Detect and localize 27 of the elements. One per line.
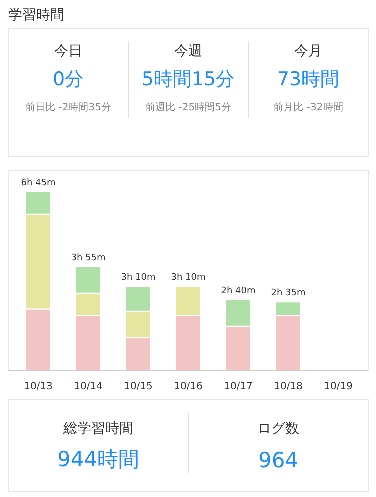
text: 総学習時間 (62, 420, 134, 437)
text: 5時間15分 (142, 68, 236, 91)
text: 73時間 (277, 68, 340, 91)
text: 0分 (52, 68, 84, 91)
total-label: 3h 10m (121, 273, 156, 284)
x-tick-label: 10/16 (174, 382, 203, 392)
total-label: 3h 10m (171, 273, 206, 284)
text: 今日 (54, 44, 82, 60)
text: 今週 (174, 44, 202, 60)
total-label: 3h 55m (71, 253, 106, 264)
text: 944時間 (57, 447, 140, 472)
text: 前日比 -2時間35分 (26, 101, 112, 114)
x-tick-label: 10/19 (324, 382, 353, 392)
text: ログ数 (258, 420, 300, 437)
x-tick-label: 10/17 (224, 382, 253, 392)
x-tick-label: 10/13 (24, 382, 53, 392)
text: 前週比 -25時間5分 (146, 101, 232, 114)
text: 今月 (294, 44, 322, 60)
x-tick-label: 10/15 (124, 382, 153, 392)
text: 964 (258, 448, 299, 472)
text: 学習時間 (8, 8, 64, 24)
text: 前月比 -32時間 (274, 101, 344, 114)
total-label: 6h 45m (21, 178, 56, 188)
total-label: 2h 40m (221, 286, 256, 296)
total-label: 2h 35m (271, 288, 306, 299)
x-tick-label: 10/14 (74, 382, 103, 392)
x-tick-label: 10/18 (274, 382, 303, 392)
